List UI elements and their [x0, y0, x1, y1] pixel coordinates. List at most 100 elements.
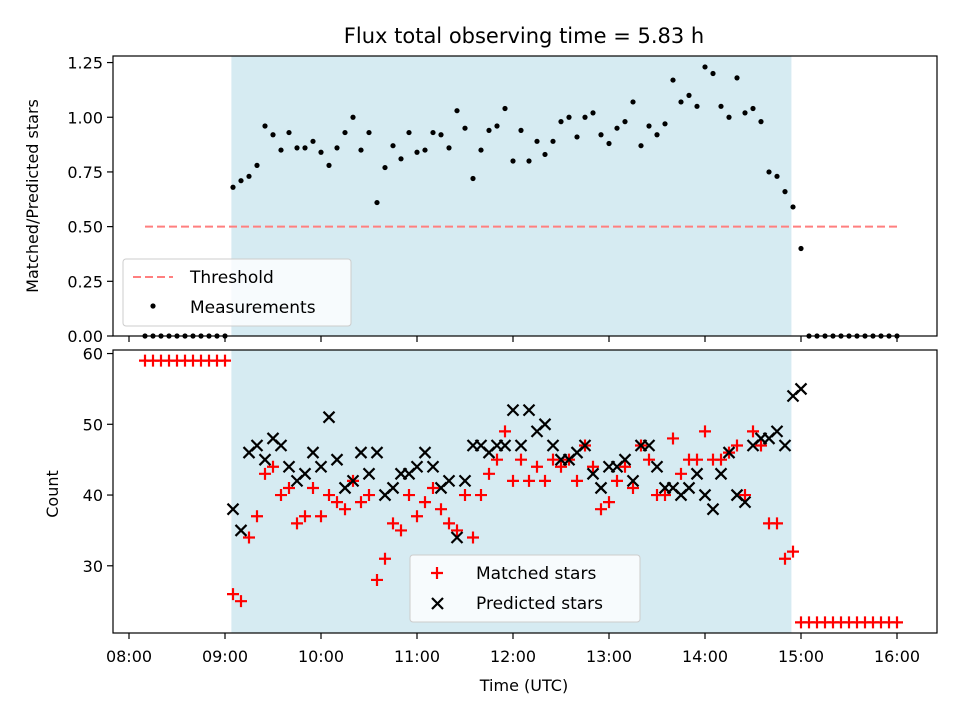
measurement-point	[318, 149, 324, 155]
predicted-star-point	[770, 425, 784, 438]
bottom-y-tick-label: 60	[83, 345, 103, 364]
top-y-tick-label: 0.75	[67, 163, 103, 182]
predicted-star-point	[722, 446, 736, 459]
measurement-point	[374, 199, 380, 206]
predicted-star-point	[682, 481, 696, 495]
measurement-point	[766, 169, 772, 175]
matched-star-point	[219, 354, 231, 367]
matched-star-point	[459, 489, 471, 502]
predicted-star-point	[714, 467, 728, 481]
x-tick-label: 11:00	[394, 647, 440, 666]
matched-star-point	[251, 510, 263, 523]
bottom-legend: Matched stars Predicted stars	[409, 554, 641, 623]
measurement-point	[422, 147, 428, 153]
measurement-point	[494, 123, 500, 129]
bottom-legend-predicted-label: Predicted stars	[476, 594, 603, 614]
matched-star-point	[491, 453, 503, 466]
predicted-star-point	[234, 524, 248, 537]
x-tick-label: 09:00	[202, 647, 248, 666]
measurement-point	[622, 119, 628, 125]
measurement-point	[734, 75, 740, 81]
matched-star-point	[427, 481, 439, 494]
bottom-y-ticks: 30 40 50 60	[83, 345, 113, 576]
predicted-star-point	[250, 439, 264, 452]
measurement-point	[790, 204, 796, 210]
measurement-point	[566, 114, 572, 120]
measurement-point	[718, 103, 724, 109]
x-tick-label: 10:00	[298, 647, 344, 666]
top-legend-box	[122, 258, 352, 327]
measurement-point	[358, 147, 364, 153]
measurement-point	[606, 140, 612, 147]
matched-star-point	[371, 573, 383, 586]
matched-star-point	[267, 460, 279, 473]
measurement-point	[254, 162, 260, 168]
matched-star-point	[587, 460, 599, 473]
matched-star-point	[467, 531, 479, 544]
measurement-point	[246, 173, 252, 179]
top-panel: 0.00 0.25 0.50 0.75 1.00 1.25 Matched/Predict…	[23, 54, 938, 346]
bottom-panel: 30 40 50 60 08:00 09:00 10:00 11:00 12:00 13:00 1…	[43, 345, 938, 695]
matched-star-point	[435, 503, 447, 516]
matched-star-point	[787, 545, 799, 558]
matched-star-point	[539, 474, 551, 487]
predicted-star-point	[458, 474, 472, 488]
matched-star-point	[891, 616, 903, 629]
measurement-point	[526, 158, 532, 164]
matched-star-point	[627, 481, 639, 494]
top-legend-measurement-label: Measurements	[190, 298, 316, 318]
predicted-star-point	[346, 474, 360, 488]
matched-star-point	[387, 517, 399, 530]
predicted-star-point	[778, 439, 792, 452]
measurement-point	[270, 132, 276, 138]
measurement-point	[574, 134, 580, 140]
measurement-point	[670, 77, 676, 83]
matched-star-point	[731, 439, 743, 452]
predicted-star-point	[578, 439, 592, 452]
matched-star-point	[611, 474, 623, 487]
predicted-star-point	[642, 439, 656, 452]
matched-star-point	[675, 467, 687, 480]
measurement-point	[294, 145, 300, 151]
measurement-point	[382, 164, 388, 171]
measurement-point	[774, 173, 780, 179]
matched-star-point	[483, 467, 495, 480]
measurement-point	[598, 132, 604, 138]
matched-star-point	[659, 489, 671, 502]
predicted-star-point	[738, 495, 752, 509]
matched-star-point	[619, 460, 631, 473]
measurement-point	[438, 132, 444, 138]
matched-star-point	[403, 489, 415, 502]
matched-star-point	[363, 489, 375, 502]
matched-star-point	[235, 595, 247, 608]
predicted-star-point	[426, 460, 440, 474]
matched-star-point	[307, 481, 319, 494]
predicted-star-point	[498, 439, 512, 452]
top-panel-frame	[112, 55, 938, 337]
matched-star-point	[531, 460, 543, 473]
matched-star-point	[355, 496, 367, 509]
measurement-point	[590, 110, 596, 116]
matched-star-point	[739, 489, 751, 502]
matched-star-point	[715, 453, 727, 466]
matched-star-point	[691, 453, 703, 466]
matched-star-point	[299, 510, 311, 523]
top-x-ticks	[128, 336, 898, 342]
bottom-legend-box	[409, 554, 641, 623]
measurement-point	[614, 125, 620, 131]
predicted-star-point	[706, 502, 720, 516]
measurement-point	[462, 125, 468, 131]
measurement-point	[654, 132, 660, 138]
top-y-tick-label: 0.25	[67, 272, 103, 291]
predicted-star-point	[298, 467, 312, 481]
predicted-star-point	[586, 467, 600, 481]
matched-star-point	[667, 432, 679, 445]
predicted-star-point	[618, 453, 632, 466]
matched-star-point	[315, 510, 327, 523]
matched-star-point	[555, 460, 567, 473]
matched-star-point	[243, 531, 255, 544]
measurement-point	[686, 92, 692, 98]
matched-star-point	[699, 425, 711, 438]
top-legend-threshold-label: Threshold	[189, 268, 274, 288]
